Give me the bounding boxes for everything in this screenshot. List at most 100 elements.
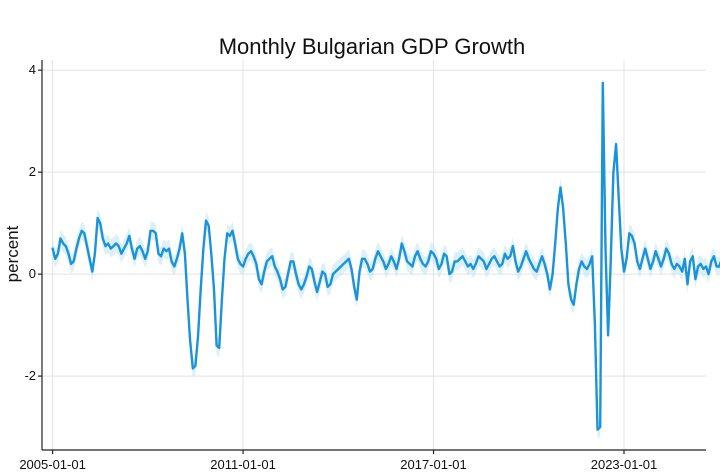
data-point (612, 171, 615, 173)
data-point (716, 265, 718, 268)
data-point (229, 235, 231, 237)
data-point (451, 271, 453, 273)
data-point (470, 263, 472, 265)
data-point (631, 235, 633, 237)
data-point (649, 268, 652, 270)
data-point (663, 258, 665, 260)
data-point (491, 258, 493, 260)
data-point (287, 273, 289, 275)
data-point (120, 253, 122, 255)
data-point (528, 258, 530, 260)
data-point (427, 260, 429, 262)
data-point (324, 273, 326, 275)
data-point (290, 260, 292, 262)
data-point (678, 265, 681, 268)
data-point (179, 248, 181, 250)
data-point (157, 253, 159, 255)
data-point (173, 265, 175, 268)
data-point (126, 242, 128, 245)
data-point (440, 263, 443, 265)
data-point (263, 271, 265, 273)
data-point (705, 265, 707, 268)
data-point (266, 260, 268, 262)
data-point (107, 242, 109, 245)
data-point (673, 268, 675, 270)
data-point (668, 253, 670, 255)
data-point (184, 253, 186, 255)
data-point (525, 250, 527, 252)
data-point (546, 273, 548, 275)
data-point (134, 258, 136, 260)
y-tick-label: -2 (24, 368, 36, 383)
data-point (647, 258, 649, 260)
data-point (337, 268, 339, 270)
data-point (327, 286, 329, 288)
data-point (253, 255, 255, 257)
data-point (655, 250, 657, 252)
data-point (578, 268, 580, 270)
data-point (131, 248, 133, 250)
data-point (387, 263, 390, 265)
data-point (62, 242, 64, 245)
data-point (218, 347, 220, 349)
data-point (186, 299, 189, 301)
data-point (708, 273, 710, 275)
data-point (581, 260, 583, 262)
data-point (104, 245, 107, 247)
data-point (496, 260, 498, 262)
data-point (604, 248, 607, 250)
data-point (615, 143, 617, 145)
series-line (51, 81, 720, 431)
data-point (377, 250, 379, 252)
data-point (620, 248, 622, 250)
data-point (70, 263, 72, 265)
data-point (554, 242, 556, 245)
data-point (300, 288, 302, 290)
data-point (245, 258, 247, 260)
data-point (239, 263, 241, 265)
data-point (75, 248, 77, 250)
data-point (438, 268, 440, 270)
data-point (472, 268, 474, 270)
data-point (552, 273, 554, 275)
data-point (684, 258, 686, 260)
data-point (596, 429, 599, 431)
data-point (589, 263, 591, 265)
data-point (575, 283, 578, 285)
data-point (446, 255, 448, 257)
data-point (335, 271, 337, 273)
data-point (369, 271, 371, 273)
uncertainty-band (52, 73, 720, 439)
data-point (602, 82, 604, 84)
data-point (634, 242, 636, 245)
data-point (57, 253, 59, 255)
data-point (118, 245, 120, 247)
data-point (313, 281, 316, 283)
data-point (295, 273, 297, 275)
data-point (67, 253, 70, 255)
data-point (112, 245, 114, 247)
data-point (485, 268, 487, 270)
data-point (268, 258, 271, 260)
data-point (586, 268, 588, 270)
data-point (123, 248, 125, 250)
data-point (279, 278, 281, 280)
data-point (652, 260, 654, 262)
data-point (432, 253, 435, 255)
data-point (332, 273, 334, 275)
data-point (303, 283, 305, 285)
data-point (258, 278, 260, 280)
data-point (702, 268, 705, 270)
data-point (599, 426, 601, 428)
data-point (409, 263, 411, 265)
data-point (385, 268, 387, 270)
data-point (213, 288, 215, 290)
data-point (261, 283, 263, 285)
data-point (557, 207, 559, 209)
data-point (110, 248, 112, 250)
data-point (573, 304, 575, 306)
data-point (618, 197, 620, 199)
data-point (200, 288, 202, 290)
data-point (533, 268, 535, 270)
data-point (549, 288, 551, 290)
